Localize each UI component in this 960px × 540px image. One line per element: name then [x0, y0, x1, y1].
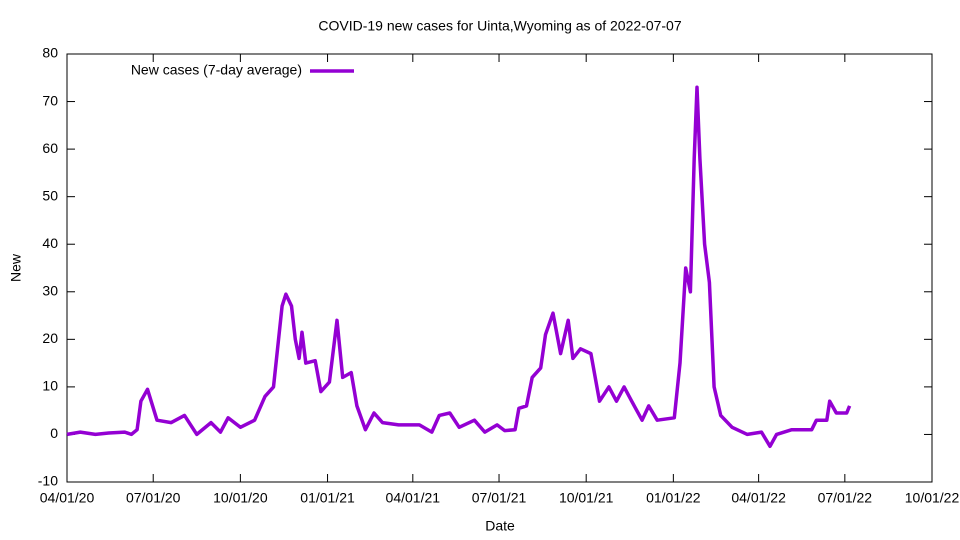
y-tick-label: 40 — [42, 235, 58, 251]
y-axis-label: New — [8, 253, 24, 282]
x-tick-label: 04/01/20 — [40, 490, 95, 506]
y-tick-label: 30 — [42, 282, 58, 298]
y-tick-label: 60 — [42, 140, 58, 156]
data-line — [66, 85, 852, 449]
plot-frame — [66, 53, 933, 483]
y-tick-label: -10 — [38, 473, 58, 489]
x-tick-label: 07/01/20 — [126, 490, 181, 506]
x-tick-label: 10/01/21 — [559, 490, 614, 506]
y-tick-label: 80 — [42, 45, 58, 61]
legend-label: New cases (7-day average) — [131, 62, 302, 78]
y-tick-label: 70 — [42, 92, 58, 108]
y-tick-label: 10 — [42, 378, 58, 394]
x-axis-label: Date — [485, 518, 515, 534]
x-tick-label: 01/01/21 — [300, 490, 355, 506]
x-tick-label: 04/01/21 — [386, 490, 441, 506]
x-tick-label: 10/01/22 — [905, 490, 960, 506]
x-tick-label: 07/01/22 — [818, 490, 873, 506]
x-tick-label: 01/01/22 — [646, 490, 701, 506]
chart-title: COVID-19 new cases for Uinta,Wyoming as … — [318, 18, 681, 34]
y-tick-label: 0 — [50, 425, 58, 441]
y-tick-label: 50 — [42, 187, 58, 203]
x-tick-label: 07/01/21 — [472, 490, 527, 506]
x-tick-label: 10/01/20 — [213, 490, 268, 506]
y-tick-label: 20 — [42, 330, 58, 346]
x-tick-label: 04/01/22 — [731, 490, 786, 506]
